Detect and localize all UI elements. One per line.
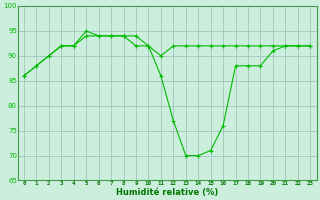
X-axis label: Humidité relative (%): Humidité relative (%) xyxy=(116,188,218,197)
